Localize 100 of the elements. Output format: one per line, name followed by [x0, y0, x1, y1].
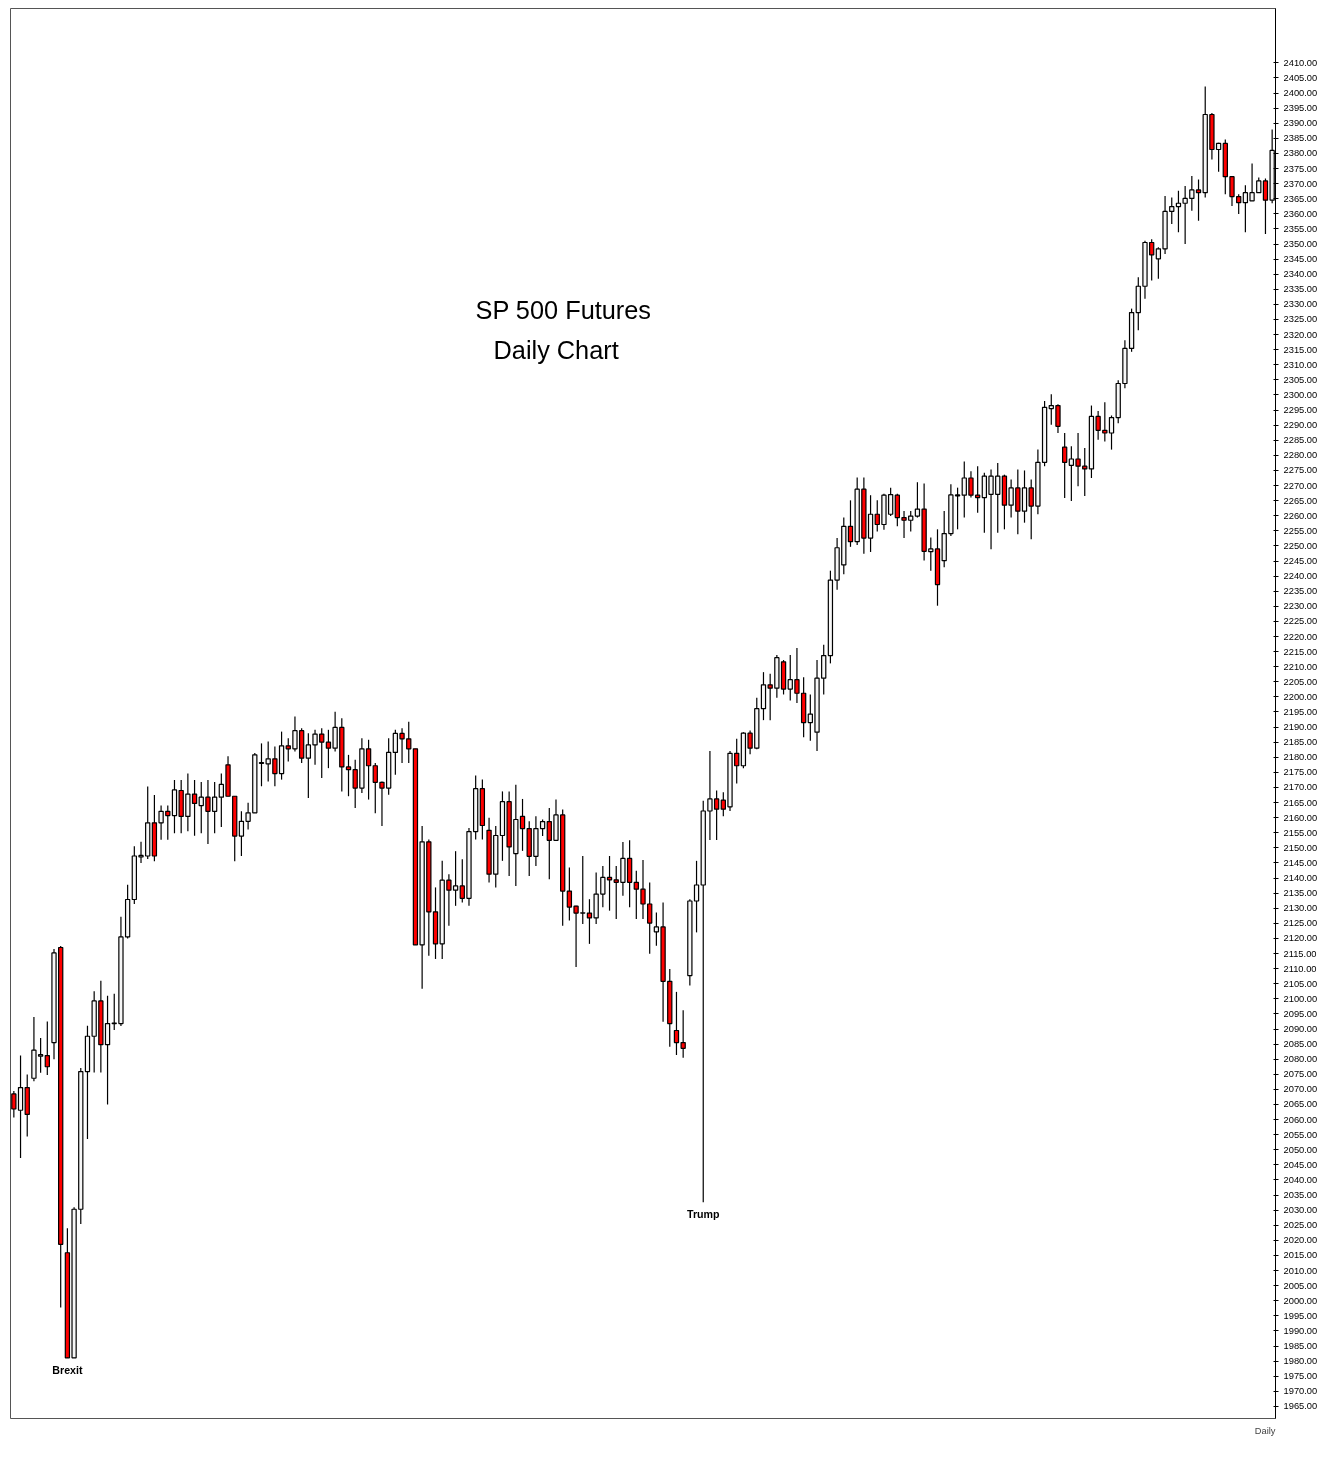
y-tick-label: 2375.00	[1283, 163, 1318, 174]
y-tick-label: 2370.00	[1283, 178, 1318, 189]
y-tick-label: 2075.00	[1283, 1069, 1318, 1080]
y-tick-label: 2115.00	[1283, 948, 1317, 959]
y-tick-label: 2030.00	[1283, 1205, 1318, 1216]
y-tick-label: 2365.00	[1283, 193, 1318, 204]
y-tick-label: 2390.00	[1283, 118, 1318, 129]
text: Daily	[1254, 1425, 1276, 1436]
y-tick-label: 2215.00	[1283, 646, 1318, 657]
y-tick-label: 2330.00	[1283, 299, 1318, 310]
text: SP 500 Futures	[475, 295, 652, 324]
y-tick-label: 2110.00	[1283, 963, 1317, 974]
y-tick-label: 2220.00	[1283, 631, 1318, 642]
y-tick-label: 2000.00	[1283, 1295, 1318, 1306]
y-tick-label: 2135.00	[1283, 888, 1318, 899]
y-tick-label: 2085.00	[1283, 1039, 1318, 1050]
y-tick-label: 2145.00	[1283, 857, 1318, 868]
y-tick-label: 2275.00	[1283, 465, 1318, 476]
y-tick-label: 2320.00	[1283, 329, 1318, 340]
candlestick	[44, 1020, 50, 1076]
y-tick-label: 2345.00	[1283, 254, 1318, 265]
y-tick-label: 2340.00	[1283, 269, 1318, 280]
y-tick-label: 2140.00	[1283, 873, 1318, 884]
y-tick-label: 2245.00	[1283, 556, 1318, 567]
y-tick-label: 2235.00	[1283, 586, 1318, 597]
y-tick-label: 2410.00	[1283, 57, 1318, 68]
y-tick-label: 2175.00	[1283, 767, 1318, 778]
y-tick-label: 2050.00	[1283, 1144, 1318, 1155]
y-tick-label: 2205.00	[1283, 676, 1318, 687]
y-tick-label: 2170.00	[1283, 782, 1318, 793]
y-tick-label: 2105.00	[1283, 978, 1318, 989]
candlestick	[238, 810, 245, 857]
annotation: Brexit	[52, 1363, 83, 1376]
y-tick-label: 2385.00	[1283, 133, 1318, 144]
candlestick	[1082, 447, 1088, 497]
y-tick-label: 2280.00	[1283, 450, 1318, 461]
y-tick-label: 2240.00	[1283, 571, 1318, 582]
y-tick-label: 1985.00	[1283, 1341, 1318, 1352]
y-tick-label: 2350.00	[1283, 239, 1318, 249]
y-tick-label: 2360.00	[1283, 208, 1318, 219]
y-tick-label: 2020.00	[1283, 1235, 1318, 1246]
y-tick-label: 2380.00	[1283, 148, 1318, 159]
y-tick-label: 2225.00	[1283, 616, 1318, 627]
y-tick-label: 2255.00	[1283, 525, 1318, 536]
y-tick-label: 2070.00	[1283, 1084, 1318, 1095]
y-tick-label: 1995.00	[1283, 1310, 1318, 1321]
candlestick	[673, 991, 680, 1056]
y-tick-label: 2005.00	[1283, 1280, 1318, 1291]
y-tick-label: 2300.00	[1283, 389, 1318, 400]
y-tick-label: 2010.00	[1283, 1265, 1318, 1276]
candlestick	[1061, 432, 1068, 499]
y-tick-label: 1975.00	[1283, 1371, 1318, 1382]
y-tick-label: 2210.00	[1283, 661, 1318, 672]
y-tick-label: 2310.00	[1283, 359, 1318, 370]
y-tick-label: 2080.00	[1283, 1054, 1318, 1065]
y-tick-label: 2100.00	[1283, 993, 1318, 1004]
y-tick-label: 2325.00	[1283, 314, 1318, 325]
y-tick-label: 2230.00	[1283, 601, 1318, 612]
y-tick-label: 2335.00	[1283, 284, 1318, 295]
y-tick-label: 1990.00	[1283, 1325, 1318, 1336]
y-tick-label: 2355.00	[1283, 223, 1318, 234]
y-tick-label: 2305.00	[1283, 374, 1318, 385]
y-tick-label: 2270.00	[1283, 480, 1318, 491]
annotation: Trump	[686, 1208, 721, 1221]
y-tick-label: 2125.00	[1283, 918, 1318, 929]
y-tick-label: 2200.00	[1283, 691, 1318, 702]
y-tick-label: 2190.00	[1283, 722, 1318, 733]
y-tick-label: 2400.00	[1283, 88, 1318, 99]
y-tick-label: 2295.00	[1283, 405, 1318, 416]
y-tick-label: 2055.00	[1283, 1129, 1318, 1140]
y-tick-label: 1965.00	[1283, 1401, 1318, 1412]
y-tick-label: 2165.00	[1283, 797, 1318, 808]
y-tick-label: 2065.00	[1283, 1099, 1318, 1110]
y-tick-label: 2185.00	[1283, 737, 1318, 748]
y-tick-label: 2025.00	[1283, 1220, 1318, 1231]
y-tick-label: 2265.00	[1283, 495, 1318, 506]
y-tick-label: 2260.00	[1283, 510, 1318, 521]
y-tick-label: 2035.00	[1283, 1190, 1318, 1201]
y-tick-label: 2195.00	[1283, 706, 1318, 717]
y-tick-label: 2250.00	[1283, 540, 1318, 551]
y-tick-label: 2040.00	[1283, 1174, 1318, 1185]
y-tick-label: 2150.00	[1283, 842, 1318, 853]
y-tick-label: 2015.00	[1283, 1250, 1318, 1261]
y-tick-label: 2060.00	[1283, 1114, 1318, 1125]
y-tick-label: 1970.00	[1283, 1386, 1318, 1397]
y-tick-label: 1980.00	[1283, 1356, 1318, 1367]
y-tick-label: 2395.00	[1283, 103, 1318, 114]
y-tick-label: 2160.00	[1283, 812, 1318, 823]
y-tick-label: 2290.00	[1283, 420, 1318, 431]
text: Daily Chart	[493, 335, 619, 364]
y-tick-label: 2130.00	[1283, 903, 1318, 914]
y-tick-label: 2315.00	[1283, 344, 1318, 355]
y-tick-label: 2090.00	[1283, 1024, 1318, 1035]
y-tick-label: 2285.00	[1283, 435, 1318, 446]
y-tick-label: 2180.00	[1283, 752, 1318, 763]
candlestick	[680, 1009, 686, 1059]
y-tick-label: 2405.00	[1283, 72, 1318, 83]
y-tick-label: 2120.00	[1283, 933, 1318, 944]
y-tick-label: 2045.00	[1283, 1159, 1318, 1170]
y-tick-label: 2155.00	[1283, 827, 1318, 838]
